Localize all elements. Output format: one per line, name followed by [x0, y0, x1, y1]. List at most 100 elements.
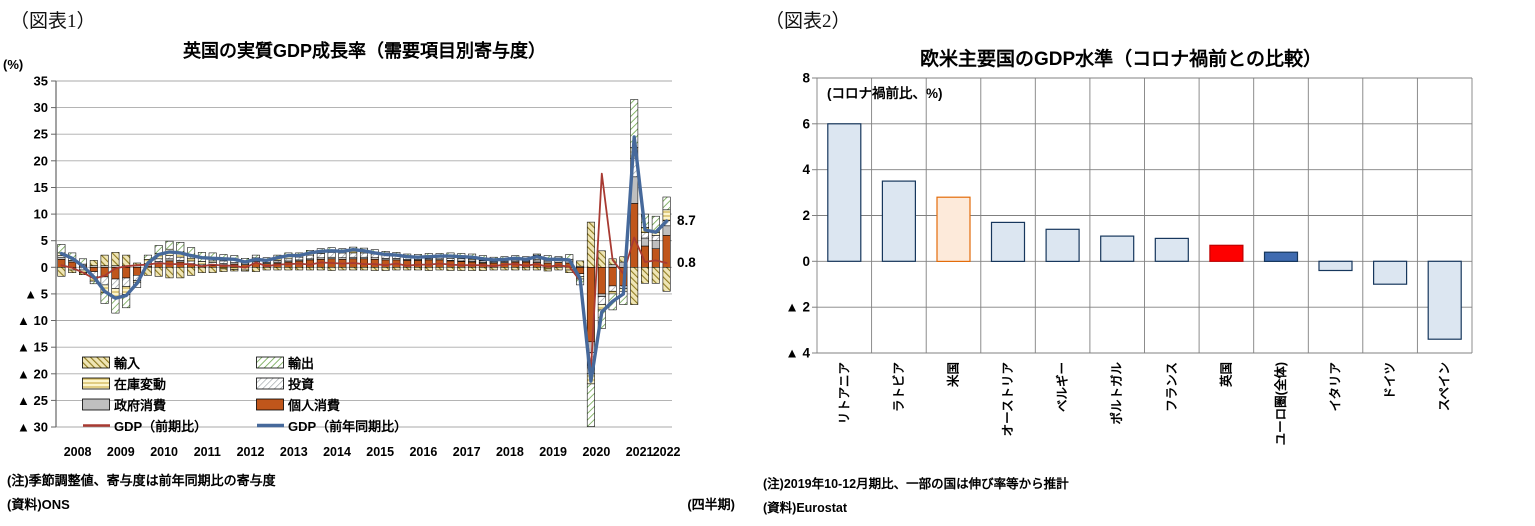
x-year-label: 2009 — [107, 445, 135, 459]
bar-segment-exports — [57, 244, 66, 254]
category-label: 米国 — [946, 362, 961, 388]
y-tick-label: 0 — [802, 254, 810, 269]
fig1-yoy-end-label: 8.7 — [677, 213, 696, 228]
bar-segment-investment — [327, 252, 336, 258]
bar-segment-imports — [89, 260, 98, 266]
bar-segment-imports — [241, 269, 250, 272]
legend-label: GDP（前期比） — [114, 419, 208, 434]
legend-label: 輸出 — [288, 356, 315, 371]
bar-segment-imports — [327, 267, 336, 271]
bar-segment-government — [651, 240, 660, 249]
x-year-label: 2021 — [626, 445, 654, 459]
legend-swatch-investment — [256, 377, 284, 390]
bar-ポルトガル — [1100, 235, 1135, 262]
fig1-title: 英国の実質GDP成長率（需要項目別寄与度） — [182, 41, 546, 61]
bar-segment-government — [597, 293, 606, 297]
y-tick-label: ▲ 10 — [17, 313, 48, 328]
fig1-unit-label: (%) — [3, 57, 24, 72]
bar-フランス — [1154, 237, 1189, 262]
bar-segment-inventory — [197, 261, 206, 265]
y-tick-label: 30 — [34, 100, 48, 115]
bar-segment-investment — [316, 253, 325, 259]
bar-segment-imports — [165, 267, 174, 279]
x-year-label: 2019 — [539, 445, 567, 459]
bar-segment-inventory — [662, 209, 671, 221]
bar-segment-investment — [349, 252, 358, 258]
bar-segment-imports — [489, 267, 498, 271]
y-tick-label: ▲ 25 — [17, 393, 48, 408]
bar-リトアニア — [827, 123, 862, 262]
gdp-yoy-line — [59, 135, 669, 383]
bar-segment-imports — [435, 267, 444, 271]
bar-segment-imports — [630, 267, 639, 305]
bar-segment-imports — [381, 267, 390, 271]
legend-item-imports: 輸入 — [82, 353, 252, 372]
bar-segment-investment — [641, 232, 649, 239]
bar-segment-imports — [511, 267, 520, 271]
y-tick-label: 0 — [41, 260, 48, 275]
bar-segment-exports — [251, 254, 260, 259]
bar-segment-imports — [424, 267, 433, 271]
bar-segment-imports — [262, 267, 271, 271]
category-label: ポルトガル — [1109, 362, 1124, 425]
bar-ドイツ — [1372, 260, 1408, 285]
bar-segment-imports — [554, 267, 563, 271]
x-year-label: 2011 — [194, 445, 221, 459]
bar-segment-investment — [111, 278, 120, 289]
bar-segment-exports — [532, 253, 541, 256]
bar-segment-imports — [522, 267, 531, 271]
bar-segment-imports — [57, 267, 66, 277]
category-label: スペイン — [1438, 362, 1452, 411]
legend-rect — [256, 398, 284, 411]
bar-segment-investment — [360, 252, 368, 258]
y-tick-label: 2 — [802, 208, 810, 223]
legend-label: 輸入 — [114, 356, 141, 371]
y-tick-label: 6 — [802, 116, 810, 131]
bar-segment-investment — [651, 235, 660, 241]
bar-オーストリア — [990, 221, 1026, 262]
y-tick-label: 20 — [34, 153, 48, 168]
bar-segment-investment — [122, 277, 131, 287]
bar-segment-government — [165, 258, 174, 262]
bar-segment-personal — [651, 248, 660, 268]
bar-segment-investment — [306, 254, 314, 260]
bar-segment-imports — [316, 267, 325, 271]
bar-segment-personal — [381, 259, 390, 268]
x-year-label: 2008 — [64, 445, 92, 459]
legend-swatch-exports — [256, 356, 284, 369]
bar-segment-imports — [306, 267, 314, 271]
bar-segment-imports — [338, 267, 347, 271]
bar-segment-exports — [187, 247, 196, 259]
bar-segment-exports — [111, 297, 120, 314]
bar-segment-imports — [500, 267, 509, 271]
legend-item-inventory: 在庫変動 — [82, 374, 252, 393]
bar-segment-imports — [576, 260, 585, 267]
bar-segment-imports — [295, 267, 304, 271]
bar-segment-imports — [414, 267, 422, 271]
fig2-title: 欧米主要国のGDP水準（コロナ禍前との比較） — [920, 49, 1322, 70]
legend-label: 投資 — [288, 377, 315, 392]
bar-segment-imports — [349, 267, 358, 271]
fig2-source: (資料)Eurostat — [763, 501, 848, 515]
bar-segment-investment — [338, 252, 347, 258]
bar-segment-imports — [251, 267, 260, 272]
fig2-tag: （図表2） — [765, 11, 851, 32]
bar-segment-imports — [586, 221, 595, 268]
bar-segment-imports — [154, 267, 163, 277]
category-label: 英国 — [1218, 362, 1233, 387]
category-label: ユーロ圏(全体) — [1273, 362, 1288, 445]
bar-ラトビア — [881, 180, 917, 262]
bar-segment-investment — [284, 258, 293, 262]
bar-segment-investment — [165, 255, 174, 260]
x-year-label: 2014 — [323, 445, 351, 459]
y-tick-label: 5 — [41, 233, 48, 248]
category-label: イタリア — [1328, 362, 1343, 412]
x-year-label: 2020 — [582, 445, 610, 459]
bar-segment-imports — [468, 267, 477, 271]
bar-英国 — [1209, 244, 1244, 262]
x-year-label: 2017 — [453, 445, 481, 459]
legend-swatch-yoy — [257, 423, 284, 428]
bar-スペイン — [1427, 260, 1462, 340]
